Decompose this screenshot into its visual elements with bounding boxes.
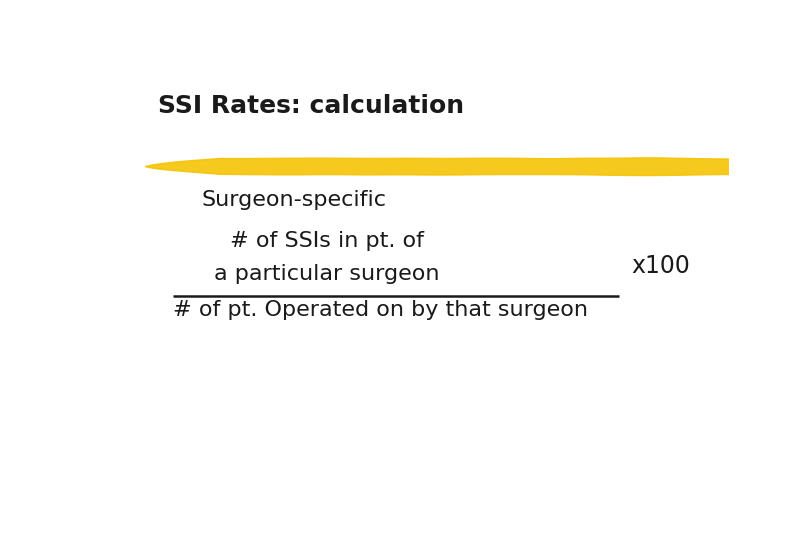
Text: a particular surgeon: a particular surgeon (215, 265, 440, 285)
Polygon shape (145, 158, 735, 176)
Text: Surgeon-specific: Surgeon-specific (202, 190, 386, 210)
Text: # of SSIs in pt. of: # of SSIs in pt. of (230, 231, 424, 251)
Text: # of pt. Operated on by that surgeon: # of pt. Operated on by that surgeon (173, 300, 588, 320)
Text: SSI Rates: calculation: SSI Rates: calculation (158, 94, 464, 118)
Text: x100: x100 (632, 254, 691, 279)
